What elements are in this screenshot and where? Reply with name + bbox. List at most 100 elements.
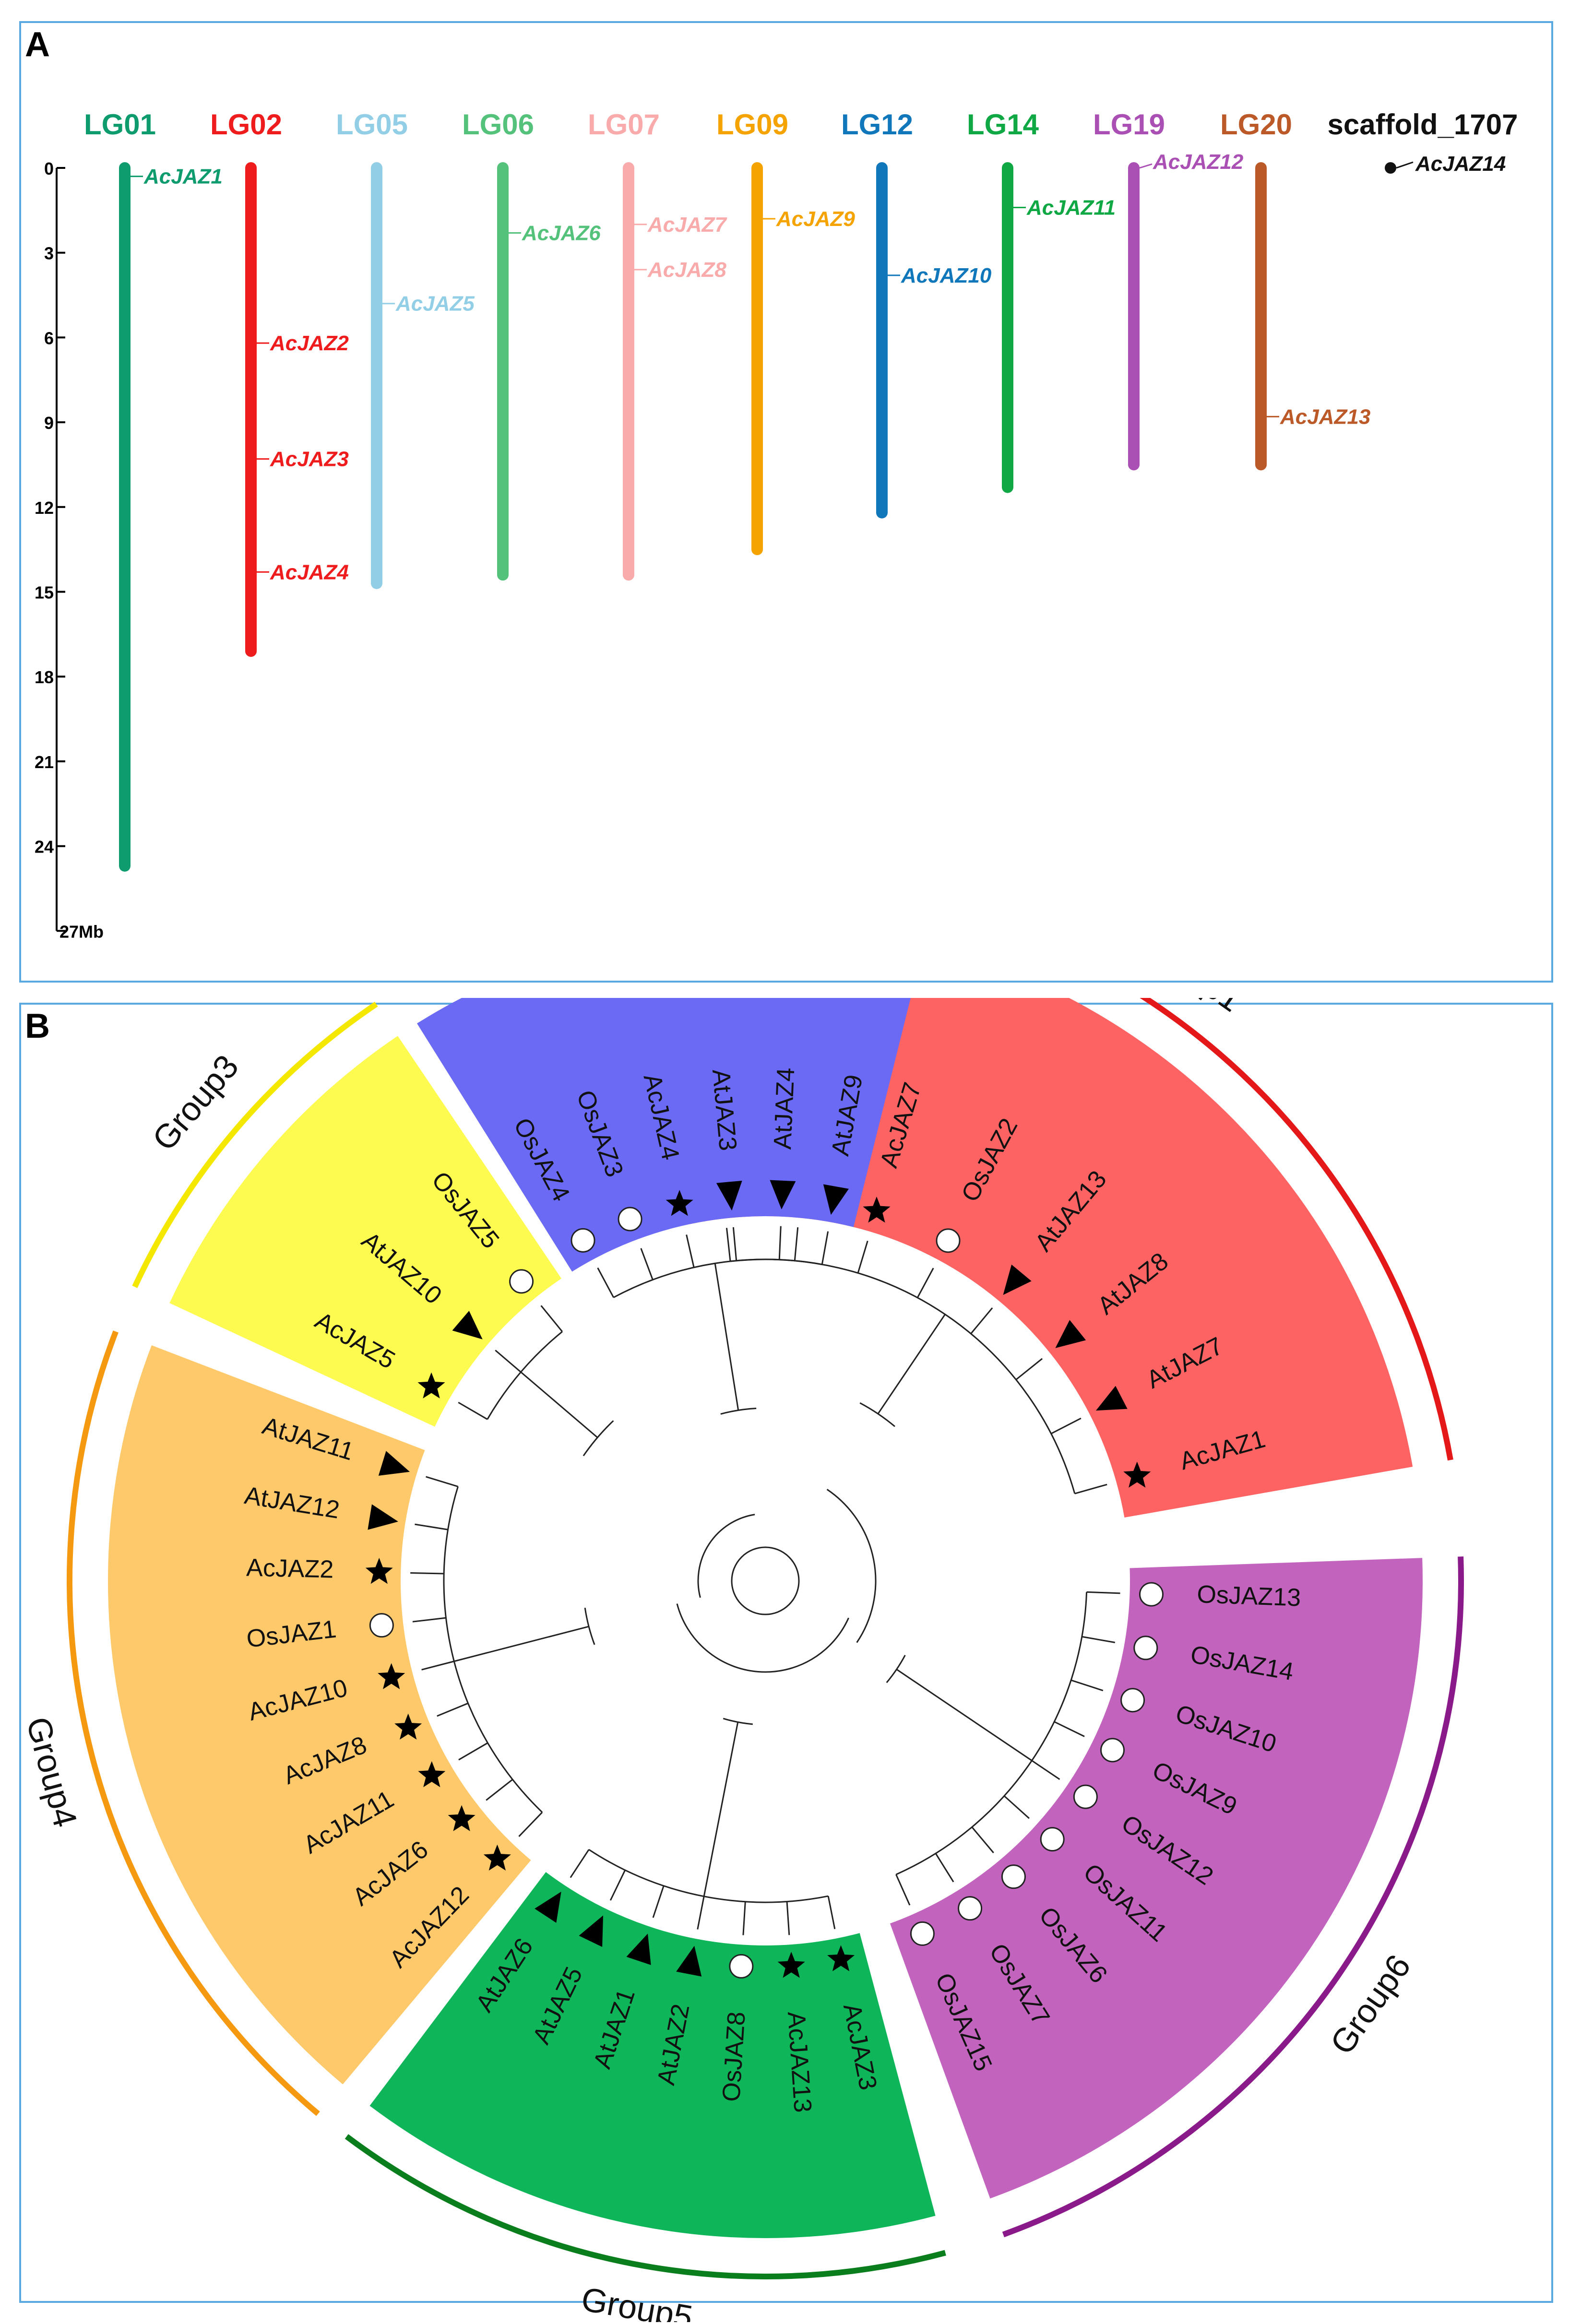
gene-label: AcJAZ14 (1415, 152, 1506, 176)
scaffold-dot (1385, 162, 1396, 174)
branch-arc (582, 1420, 614, 1457)
branch-radial (778, 1226, 782, 1260)
gene-label: AcJAZ11 (1026, 196, 1116, 219)
branch-radial (458, 1401, 488, 1420)
axis-tick-label: 24 (35, 837, 54, 857)
branch-radial (421, 1660, 454, 1671)
gene-label: AcJAZ12 (1153, 150, 1244, 174)
gene-label: AcJAZ8 (647, 258, 726, 282)
group-label: Group4 (19, 1713, 84, 1831)
chromosome-label: LG12 (841, 108, 913, 141)
branch-radial (486, 1779, 513, 1801)
branch-radial (916, 1268, 934, 1298)
ac-star-marker (777, 1952, 805, 1978)
gene-tick (1139, 163, 1153, 169)
branch-radial (935, 1853, 954, 1883)
axis-tick-label: 18 (35, 667, 54, 687)
ac-star-marker (378, 1663, 405, 1689)
axis-tick-label: 12 (35, 498, 54, 518)
branch-arc (826, 1489, 877, 1643)
chromosome-map: 0 3 6 9 12 15 18 21 24 27Mb LG01 AcJAZ1 LG02 AcJAZ2 Ac… (35, 108, 1518, 941)
leaf-label: AcJAZ2 (246, 1554, 334, 1584)
branch-radial (426, 1476, 458, 1487)
branch-radial (518, 1812, 543, 1837)
leaf-label: OsJAZ13 (1197, 1580, 1302, 1612)
gene-label: AcJAZ7 (647, 213, 727, 237)
branch-radial (495, 1350, 522, 1373)
os-circle-marker (936, 1228, 961, 1253)
branch-radial (686, 1234, 695, 1268)
branch-radial (697, 1896, 705, 1930)
at-triangle-marker (1095, 1386, 1128, 1411)
os-circle-marker (509, 1269, 534, 1294)
group-band (107, 1345, 531, 2085)
group-band (890, 1558, 1423, 2199)
phylogenetic-tree: Group1AcJAZ14AcJAZ9AcJAZ7OsJAZ2AtJAZ13At… (19, 998, 1464, 2322)
group-arc (345, 2134, 946, 2279)
branch-radial (1070, 1679, 1104, 1692)
branch-radial (1050, 1417, 1082, 1435)
at-triangle-marker (368, 1504, 398, 1530)
gene-label: AcJAZ5 (395, 292, 475, 316)
branch-arc (487, 1331, 563, 1420)
chromosome-label: LG07 (588, 108, 660, 141)
os-circle-marker (910, 1921, 935, 1946)
os-circle-marker (1040, 1827, 1065, 1852)
branch-radial (1015, 1358, 1043, 1380)
branch-radial (1086, 1591, 1120, 1594)
ac-star-marker (863, 1197, 891, 1223)
branch-arc (443, 1486, 543, 1813)
branch-radial (895, 1874, 911, 1906)
chromosome-label: LG09 (716, 108, 788, 141)
gene-label: AcJAZ10 (901, 264, 992, 287)
group-arc (1140, 998, 1453, 1461)
chromosome-label: LG02 (210, 108, 282, 141)
axis-tick-label: 3 (44, 244, 54, 263)
ac-star-marker (827, 1945, 855, 1971)
axis-tick-label: 9 (44, 413, 54, 433)
branch-arc (697, 1514, 755, 1598)
branch-radial (821, 1231, 829, 1265)
at-triangle-marker (1055, 1320, 1086, 1348)
gene-label: AcJAZ2 (270, 332, 349, 355)
branch-radial (1003, 1795, 1030, 1819)
os-circle-marker (1100, 1738, 1125, 1763)
axis-tick-label: 6 (44, 328, 54, 348)
branch-radial (652, 1885, 665, 1918)
branch-radial (640, 1248, 654, 1280)
ac-star-marker (365, 1558, 393, 1584)
branch-radial (877, 1314, 946, 1414)
tree-root-arc (731, 1546, 800, 1615)
branch-radial (794, 1227, 799, 1261)
chromosome-label: scaffold_1707 (1328, 108, 1518, 141)
os-circle-marker (571, 1228, 595, 1253)
panel-b-letter: B (25, 1007, 50, 1045)
gene-label: AcJAZ9 (776, 207, 855, 231)
gene-tick (1396, 161, 1414, 169)
at-triangle-marker (535, 1891, 561, 1923)
axis-tick-label: 21 (35, 752, 54, 772)
branch-radial (1054, 1721, 1085, 1737)
group-arc (67, 1330, 320, 2116)
axis-tick-label: 27Mb (59, 922, 104, 941)
branch-arc (886, 1655, 906, 1684)
at-triangle-marker (823, 1184, 849, 1215)
branch-radial (786, 1901, 790, 1935)
branch-radial (453, 1625, 589, 1662)
gene-label: AcJAZ13 (1280, 405, 1370, 428)
branch-radial (742, 1901, 746, 1935)
at-triangle-marker (716, 1180, 742, 1211)
chromosome-label: LG05 (336, 108, 408, 141)
branch-radial (857, 1240, 868, 1273)
os-circle-marker (729, 1954, 754, 1979)
panel-a-frame (19, 21, 1553, 983)
chromosome-label: LG20 (1220, 108, 1292, 141)
branch-radial (520, 1371, 598, 1438)
os-circle-marker (618, 1207, 642, 1232)
ac-star-marker (394, 1713, 422, 1740)
branch-radial (1074, 1483, 1107, 1494)
chromosome-label: LG06 (462, 108, 534, 141)
branch-arc (676, 1603, 849, 1673)
branch-radial (540, 1305, 563, 1332)
group-arc (1002, 1556, 1464, 2238)
